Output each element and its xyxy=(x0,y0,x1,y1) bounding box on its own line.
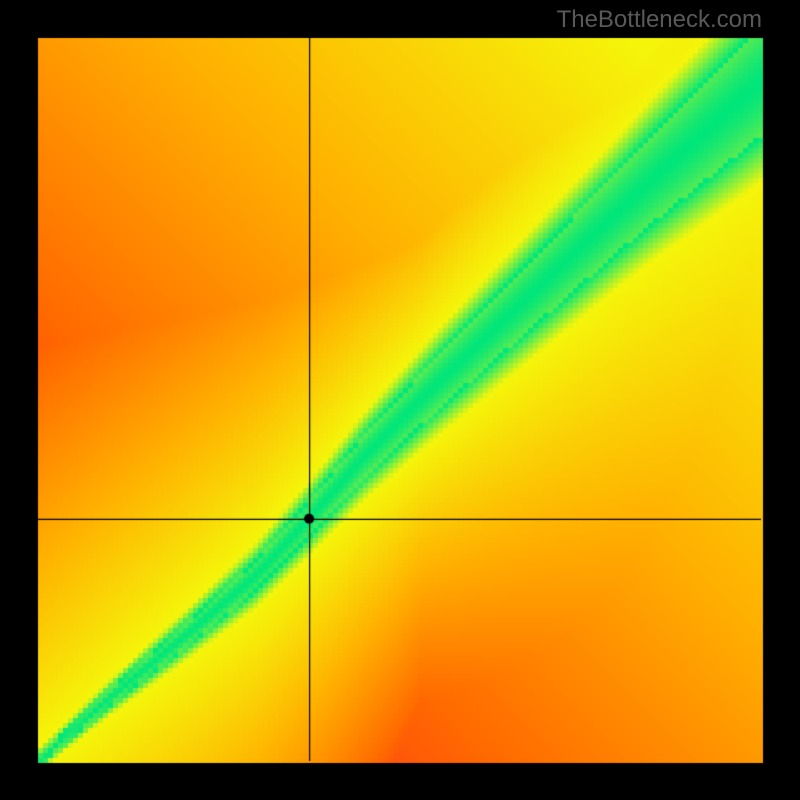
bottleneck-heatmap xyxy=(0,0,800,800)
chart-container: TheBottleneck.com xyxy=(0,0,800,800)
watermark-text: TheBottleneck.com xyxy=(557,6,762,34)
